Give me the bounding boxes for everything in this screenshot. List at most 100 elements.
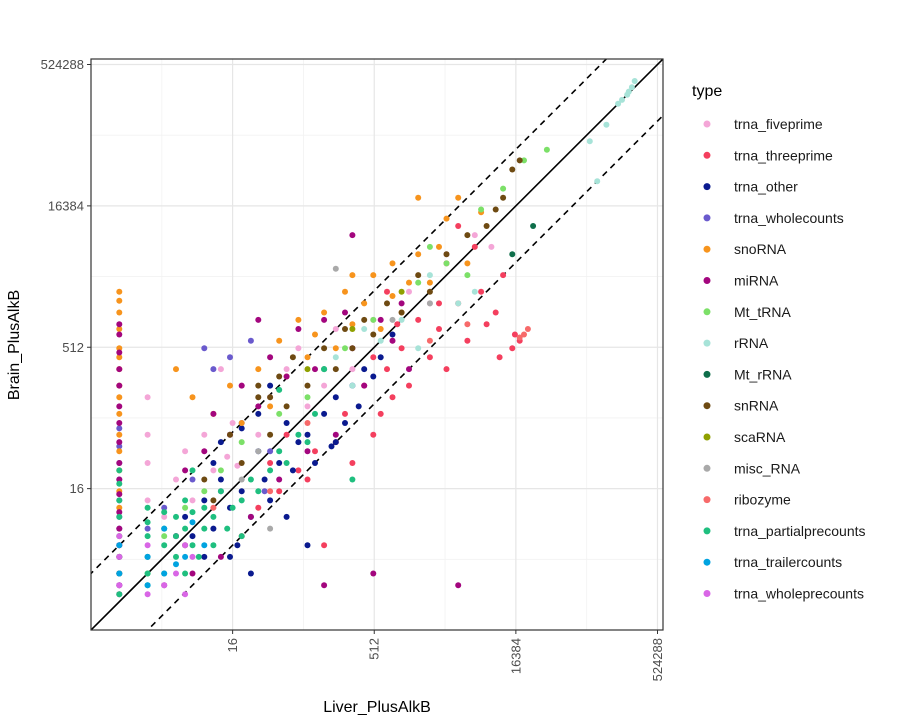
data-point	[267, 467, 274, 474]
data-point	[332, 431, 339, 438]
data-point	[471, 288, 478, 295]
data-point	[238, 420, 245, 426]
data-point	[349, 460, 356, 466]
y-tick-label: 16384	[48, 198, 84, 213]
legend-item-trna_wholeprecounts: trna_wholeprecounts	[703, 586, 864, 602]
data-point	[295, 439, 302, 446]
data-point	[384, 300, 390, 307]
data-point	[464, 272, 471, 279]
data-point	[321, 582, 328, 589]
data-point	[116, 420, 123, 426]
series-trna_threeprime	[238, 223, 523, 549]
data-point	[543, 146, 550, 153]
legend-label: trna_fiveprime	[734, 116, 823, 132]
data-point	[116, 553, 123, 560]
legend-label: snRNA	[734, 398, 779, 414]
data-point	[267, 460, 274, 466]
data-point	[398, 288, 405, 295]
legend-swatch	[703, 308, 711, 316]
data-point	[389, 260, 396, 267]
data-point	[304, 420, 311, 426]
data-point	[182, 448, 189, 455]
legend-label: ribozyme	[734, 492, 791, 508]
data-points	[116, 78, 638, 598]
data-point	[312, 448, 318, 455]
data-point	[276, 386, 283, 393]
data-point	[342, 288, 348, 295]
data-point	[182, 553, 189, 560]
data-point	[116, 394, 123, 401]
data-point	[631, 78, 638, 84]
series-trna_trailercounts	[116, 519, 208, 589]
data-point	[210, 497, 217, 504]
data-point	[116, 460, 123, 466]
legend-swatch	[703, 245, 711, 253]
data-point	[238, 425, 245, 432]
data-point	[182, 467, 189, 474]
data-point	[516, 334, 523, 341]
legend-swatch	[703, 464, 711, 472]
data-point	[312, 331, 318, 338]
data-point	[464, 260, 471, 267]
data-point	[349, 476, 356, 483]
data-point	[492, 206, 499, 213]
data-point	[247, 513, 254, 520]
legend-swatch	[703, 590, 711, 597]
data-point	[116, 288, 123, 295]
legend-label: Mt_rRNA	[734, 366, 792, 382]
data-point	[521, 331, 527, 338]
data-point	[521, 157, 527, 164]
legend-label: trna_partialprecounts	[734, 523, 866, 539]
data-point	[224, 453, 231, 460]
data-point	[255, 316, 262, 323]
data-point	[144, 519, 151, 526]
data-point	[173, 533, 179, 540]
data-point	[496, 354, 503, 361]
data-point	[615, 100, 622, 107]
data-point	[471, 243, 478, 250]
data-point	[210, 542, 217, 549]
data-point	[488, 243, 495, 250]
data-point	[483, 223, 490, 229]
data-point	[189, 497, 196, 504]
data-point	[415, 194, 422, 201]
data-point	[389, 293, 396, 299]
data-point	[116, 448, 123, 455]
data-point	[161, 509, 168, 516]
data-point	[144, 525, 151, 532]
data-point	[312, 460, 318, 466]
data-point	[234, 462, 241, 469]
legend-item-trna_fiveprime: trna_fiveprime	[703, 116, 823, 132]
data-point	[295, 431, 302, 438]
data-point	[247, 337, 254, 344]
legend-item-snoRNA: snoRNA	[703, 241, 787, 257]
data-point	[116, 403, 123, 410]
data-point	[201, 553, 208, 560]
data-point	[321, 316, 328, 323]
data-point	[189, 553, 196, 560]
data-point	[304, 394, 311, 401]
data-point	[267, 394, 274, 401]
data-point	[210, 467, 217, 474]
data-point	[255, 366, 262, 373]
data-point	[349, 326, 356, 332]
data-point	[238, 460, 245, 466]
data-point	[398, 300, 405, 307]
panel-border	[90, 58, 664, 631]
data-point	[377, 337, 384, 344]
data-point	[234, 542, 241, 549]
data-point	[342, 420, 348, 426]
data-point	[173, 570, 179, 577]
data-point	[492, 309, 499, 316]
data-point	[283, 403, 290, 410]
data-point	[161, 504, 168, 511]
data-point	[116, 525, 123, 532]
data-point	[161, 542, 168, 549]
data-point	[182, 591, 189, 598]
series-trna_partialprecounts	[116, 366, 356, 598]
data-point	[276, 488, 283, 495]
data-point	[267, 431, 274, 438]
series-rRNA	[332, 78, 638, 389]
data-point	[321, 382, 328, 389]
data-point	[455, 194, 462, 201]
